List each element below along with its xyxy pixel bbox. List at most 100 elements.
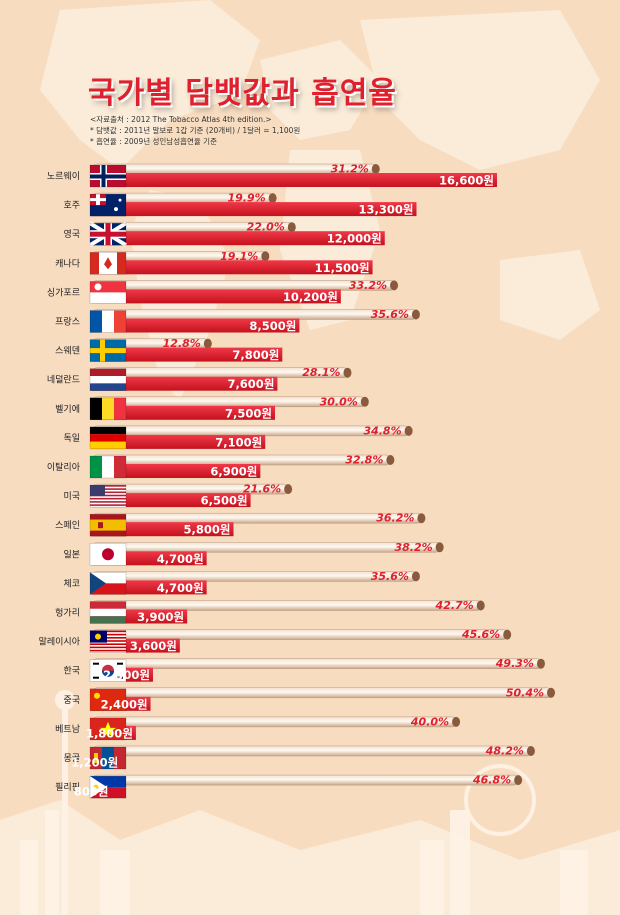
- rate-bar: [91, 629, 509, 640]
- china-flag-icon: [89, 688, 127, 712]
- rate-label: 28.1%: [302, 366, 340, 379]
- price-label: 7,100원: [215, 435, 262, 449]
- country-label: 몽골: [63, 753, 80, 764]
- price-label: 800원: [74, 785, 109, 799]
- country-label: 일본: [63, 549, 80, 560]
- rate-bar-cap: [435, 542, 444, 553]
- rate-bar-cap: [343, 367, 352, 378]
- price-label: 1,200원: [71, 756, 118, 770]
- price-label: 3,900원: [137, 610, 184, 624]
- rate-label: 19.9%: [227, 192, 265, 205]
- price-label: 4,700원: [157, 552, 204, 566]
- price-bar: [92, 318, 300, 333]
- price-label: 12,000원: [327, 232, 382, 246]
- chart-row: 벨기에 30.0% 7,500원: [55, 395, 369, 420]
- rate-bar-cap: [503, 629, 512, 640]
- rate-label: 30.0%: [320, 395, 358, 408]
- rate-bar-cap: [514, 775, 523, 786]
- price-label: 7,600원: [227, 377, 274, 391]
- price-label: 6,900원: [210, 465, 257, 479]
- country-label: 체코: [63, 578, 80, 589]
- price-label: 13,300원: [359, 203, 414, 217]
- rate-label: 19.1%: [220, 250, 258, 263]
- chart-row: 한국 49.3% 2,500원: [63, 657, 545, 682]
- france-flag-icon: [89, 310, 127, 333]
- rate-label: 22.0%: [247, 221, 285, 234]
- rate-bar-cap: [386, 455, 395, 465]
- rate-bar-cap: [284, 484, 293, 495]
- uk-flag-icon: [88, 221, 128, 247]
- source-notes: <자료출처 : 2012 The Tobacco Atlas 4th editi…: [90, 114, 300, 147]
- rate-bar: [91, 425, 410, 437]
- chart-row: 영국 22.0% 12,000원: [63, 221, 385, 247]
- rate-note: * 흡연율 : 2009년 성인남성흡연율 기준: [90, 137, 217, 146]
- rate-bar-cap: [411, 571, 420, 582]
- country-label: 헝가리: [55, 608, 80, 619]
- country-label: 네덜란드: [47, 374, 80, 386]
- chart-row: 일본 38.2% 4,700원: [63, 541, 444, 566]
- price-bar: [92, 347, 283, 362]
- rate-bar: [91, 600, 482, 611]
- rate-bar-cap: [268, 193, 277, 204]
- rate-bar: [91, 687, 553, 699]
- rate-bar-cap: [476, 600, 485, 611]
- rate-bar-cap: [287, 222, 296, 233]
- price-bar: [92, 231, 385, 246]
- italy-flag-icon: [89, 455, 127, 479]
- rate-label: 48.2%: [485, 745, 524, 758]
- spain-flag-icon: [89, 513, 127, 537]
- rate-bar: [91, 774, 520, 786]
- rate-label: 50.4%: [506, 686, 544, 699]
- rate-label: 35.6%: [371, 308, 409, 321]
- country-label: 말레이시아: [39, 636, 81, 648]
- country-label: 프랑스: [55, 316, 80, 328]
- rate-label: 45.6%: [461, 628, 500, 641]
- price-label: 3,600원: [130, 639, 177, 653]
- rate-bar: [91, 571, 418, 582]
- chart-row: 중국 50.4% 2,400원: [63, 686, 555, 711]
- rate-bar-cap: [536, 658, 545, 669]
- price-label: 2,500원: [103, 668, 150, 682]
- price-bar: [92, 376, 278, 391]
- rate-bar-cap: [261, 251, 270, 262]
- hungary-flag-icon: [89, 601, 127, 624]
- country-label: 미국: [63, 491, 80, 502]
- price-bar: [92, 493, 251, 508]
- country-label: 한국: [63, 666, 80, 677]
- country-label: 벨기에: [55, 404, 80, 415]
- country-label: 캐나다: [55, 258, 81, 269]
- japan-flag-icon: [89, 542, 127, 566]
- chart-row: 노르웨이 31.2% 16,600원: [47, 163, 497, 188]
- rate-bar-cap: [411, 309, 420, 320]
- chart-row: 몽골 48.2% 1,200원: [63, 745, 535, 770]
- chart-row: 헝가리 42.7% 3,900원: [55, 599, 485, 624]
- rate-bar-cap: [371, 164, 380, 174]
- rate-label: 40.0%: [410, 715, 449, 728]
- czech-flag-icon: [89, 572, 127, 595]
- rate-label: 12.8%: [163, 337, 201, 350]
- price-label: 2,400원: [101, 697, 148, 711]
- mongolia-flag-icon: [89, 746, 127, 770]
- chart-row: 프랑스 35.6% 8,500원: [55, 308, 420, 333]
- price-bar: [92, 260, 373, 275]
- chart-row: 호주 19.9% 13,300원: [63, 192, 417, 217]
- belgium-flag-icon: [89, 397, 127, 421]
- chart-row: 싱가포르 33.2% 10,200원: [47, 279, 399, 304]
- usa-flag-icon: [89, 484, 127, 508]
- rate-bar: [91, 512, 423, 524]
- country-label: 스웨덴: [55, 345, 80, 357]
- price-label: 10,200원: [283, 290, 338, 304]
- country-label: 이탈리아: [47, 462, 81, 473]
- price-label: 8,500원: [249, 319, 296, 333]
- rate-label: 42.7%: [435, 599, 474, 612]
- malaysia-flag-icon: [89, 630, 127, 653]
- source-note: <자료출처 : 2012 The Tobacco Atlas 4th editi…: [90, 115, 272, 124]
- australia-flag-icon: [89, 193, 127, 217]
- rate-label: 38.2%: [394, 541, 432, 554]
- rate-bar-cap: [404, 425, 413, 436]
- rate-bar: [91, 716, 458, 728]
- country-label: 스페인: [55, 520, 80, 531]
- canada-flag-icon: [89, 252, 127, 275]
- korea-flag-icon: [89, 659, 127, 683]
